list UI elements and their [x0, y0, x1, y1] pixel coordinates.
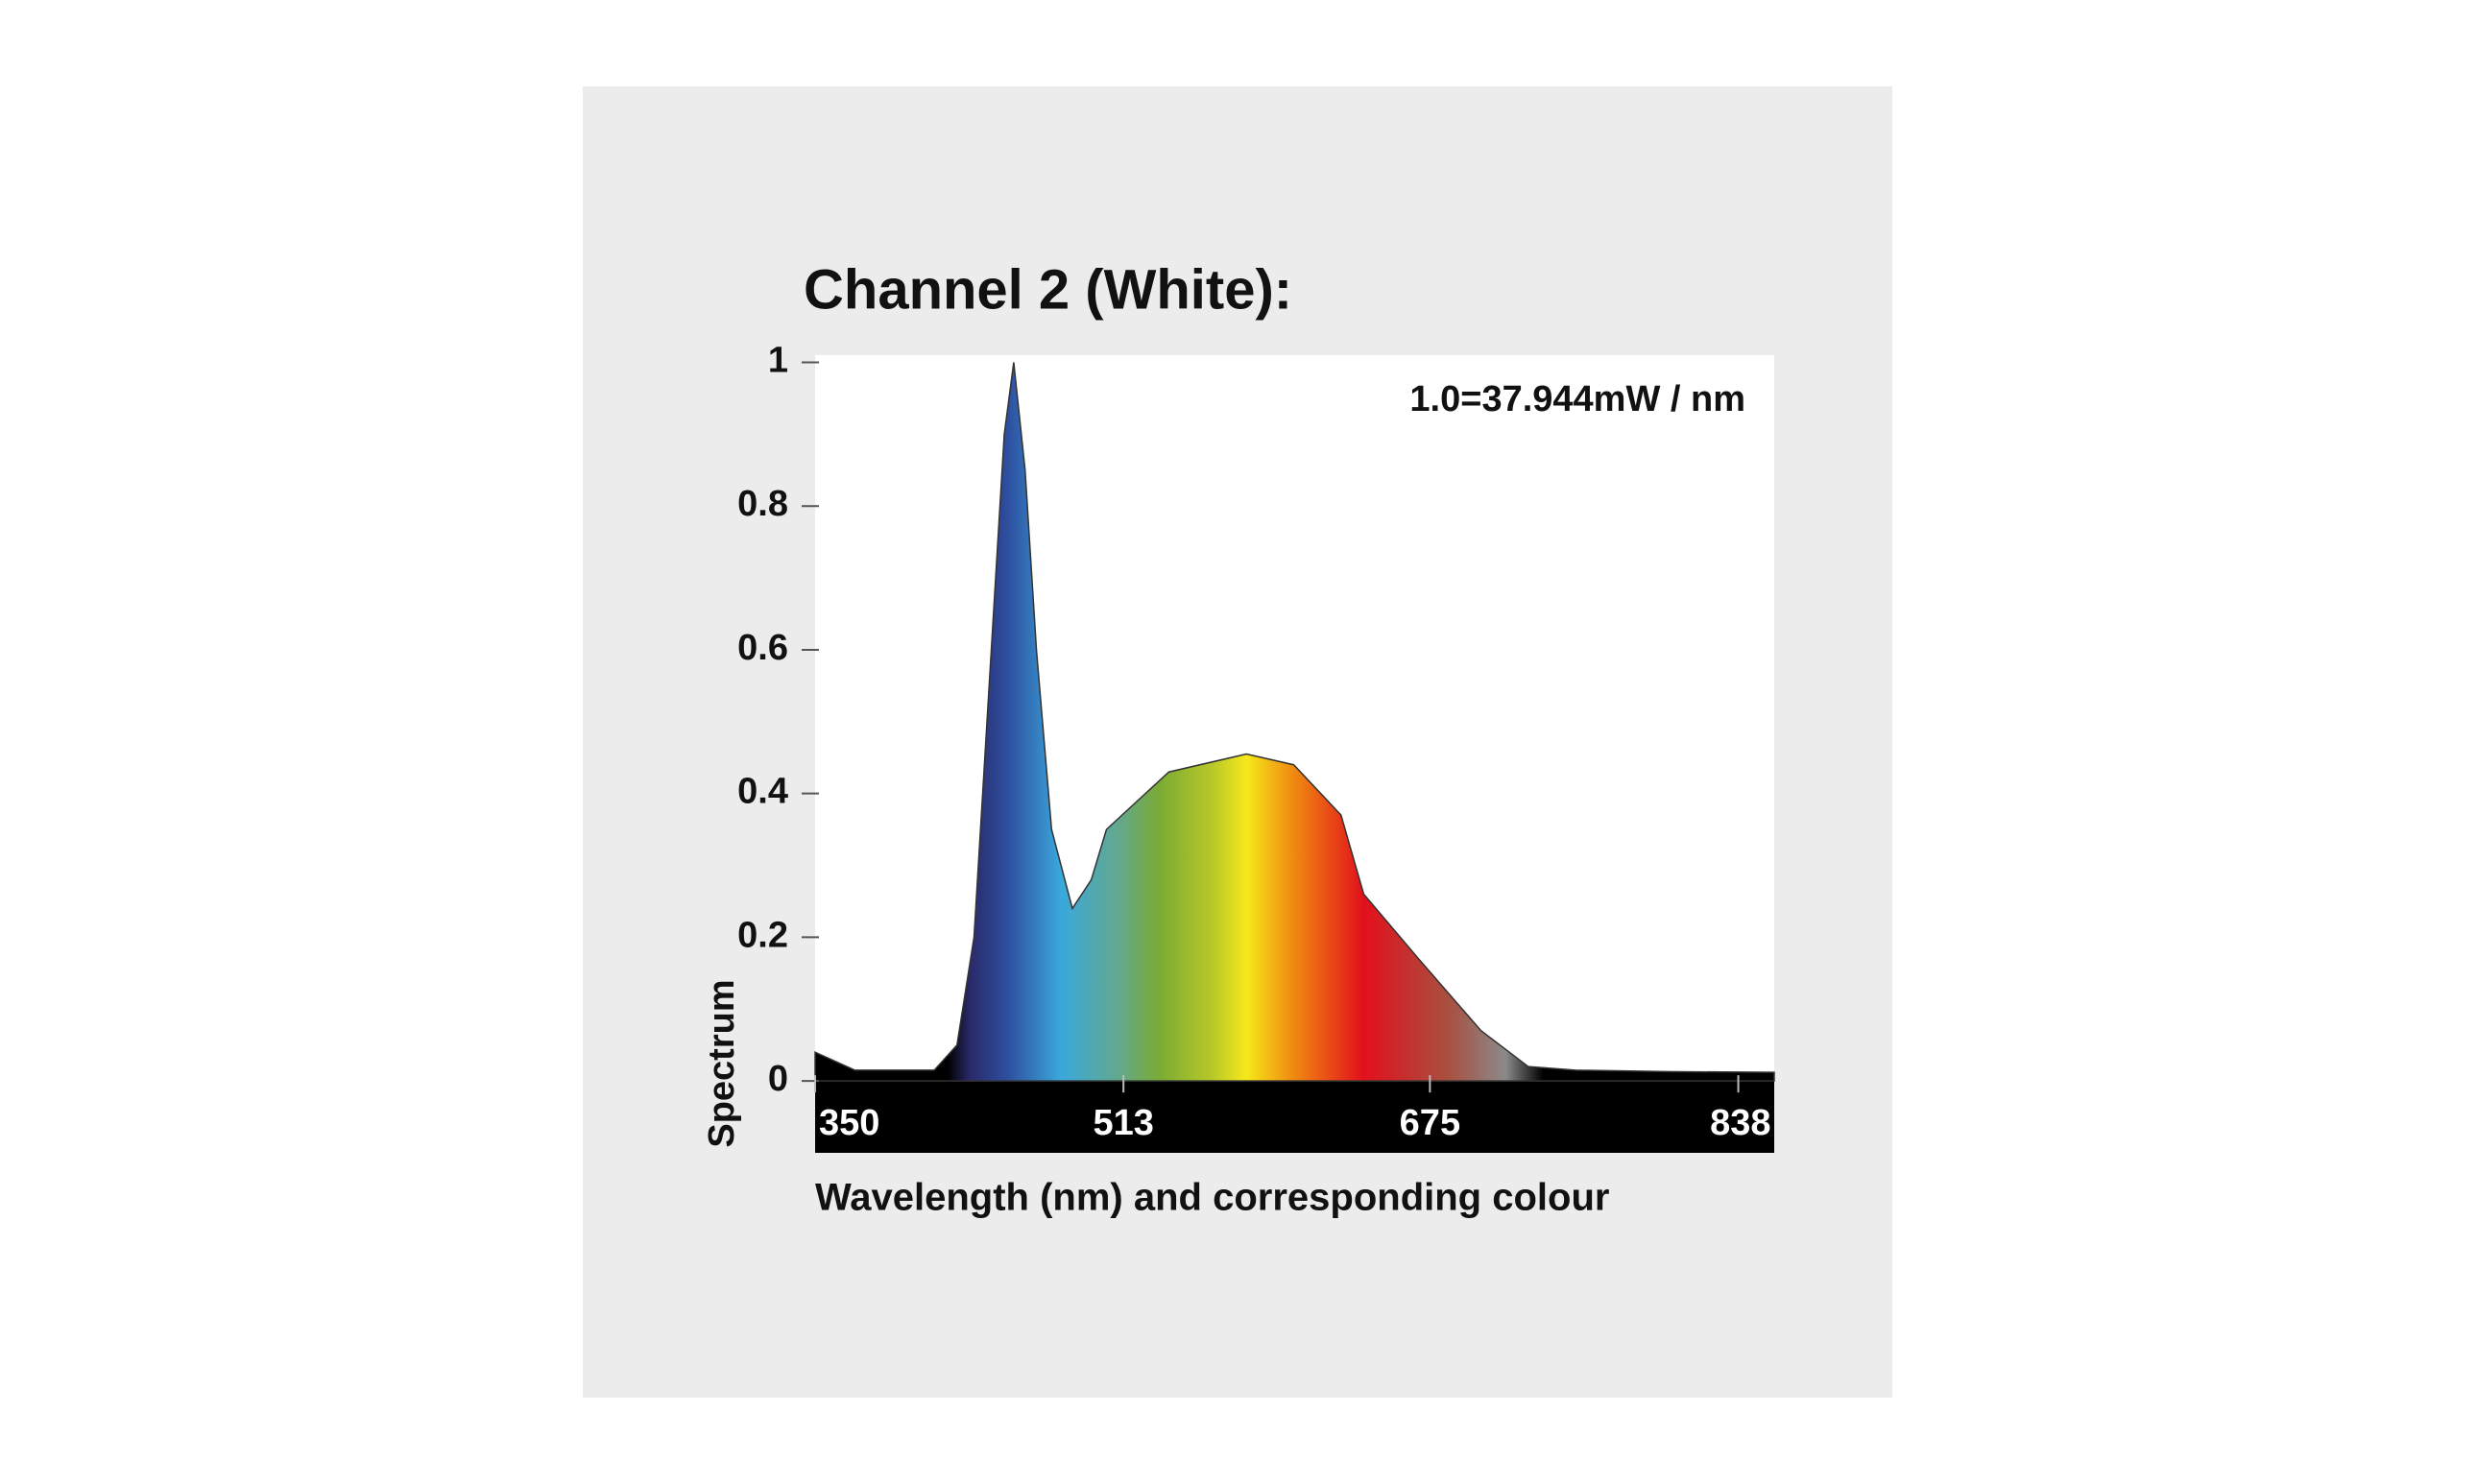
y-tick-label: 0 — [768, 1059, 788, 1099]
annotation: 1.0=37.944mW / nm — [1409, 379, 1745, 419]
y-tick-label: 0.4 — [737, 772, 788, 812]
y-tick-label: 1 — [768, 341, 788, 381]
x-tick-label: 675 — [1400, 1103, 1460, 1143]
y-tick-label: 0.6 — [737, 628, 788, 668]
chart-title: Channel 2 (White): — [804, 258, 1292, 321]
spectrum-area — [814, 362, 1775, 1082]
y-axis-label: Spectrum — [702, 979, 742, 1147]
x-axis-label: Wavelength (nm) and corresponding colour — [815, 1177, 1609, 1219]
y-tick-label: 0.8 — [737, 484, 788, 524]
wavelength-band — [815, 1073, 1774, 1153]
y-tick-label: 0.2 — [737, 915, 788, 955]
x-tick-label: 513 — [1093, 1103, 1153, 1143]
x-tick-label: 350 — [819, 1103, 879, 1143]
x-tick-label: 838 — [1710, 1103, 1770, 1143]
